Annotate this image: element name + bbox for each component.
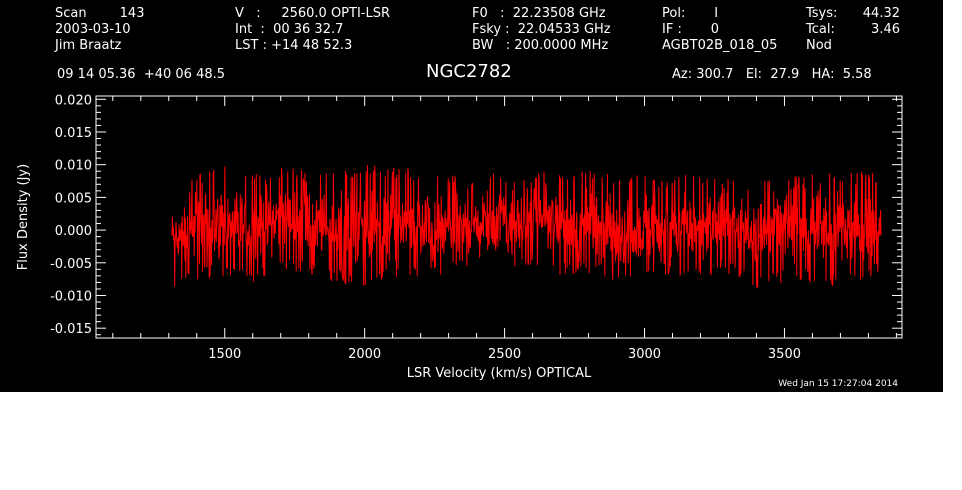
tcal-value: 3.46 <box>871 22 900 37</box>
tsys-label: Tsys: <box>806 6 838 21</box>
source-title: NGC2782 <box>426 61 512 82</box>
blank-area <box>0 392 962 490</box>
bandwidth: BW : 200.0000 MHz <box>472 38 609 53</box>
y-tick-label: -0.010 <box>50 289 92 304</box>
y-tick-label: 0.010 <box>55 159 92 174</box>
x-tick-label: 3500 <box>768 347 801 362</box>
tick-labels: 1500 2000 2500 3000 3500 -0.015 -0.010 -0.005 0.… <box>50 93 801 362</box>
observation-date: 2003-03-10 <box>55 22 131 37</box>
rest-frequency: F0 : 22.23508 GHz <box>472 6 606 21</box>
scan-number: Scan 143 <box>55 6 145 21</box>
x-tick-label: 2500 <box>488 347 521 362</box>
y-axis-label: Flux Density (Jy) <box>16 164 31 270</box>
x-tick-label: 2000 <box>348 347 381 362</box>
tsys-value: 44.32 <box>862 6 900 21</box>
x-tick-label: 1500 <box>208 347 241 362</box>
y-tick-label: -0.005 <box>50 257 92 272</box>
polarization: Pol: I <box>662 6 719 21</box>
y-tick-label: 0.015 <box>55 126 92 141</box>
axis-ticks <box>96 96 902 338</box>
spectrum-plot-panel: Scan 143 2003-03-10 Jim Braatz V : 2560.… <box>0 0 943 392</box>
tcal-label: Tcal: <box>806 22 835 37</box>
spectrum-chart: 1500 2000 2500 3000 3500 -0.015 -0.010 -0.005 0.… <box>16 93 903 381</box>
source-coordinates: 09 14 05.36 +40 06 48.5 <box>57 67 226 82</box>
velocity-info: V : 2560.0 OPTI-LSR <box>235 6 391 21</box>
y-tick-label: 0.005 <box>55 191 92 206</box>
spectrum-trace <box>171 164 882 289</box>
lst-info: LST : +14 48 52.3 <box>235 38 353 53</box>
y-tick-label: 0.020 <box>55 93 92 108</box>
plot-timestamp: Wed Jan 15 17:27:04 2014 <box>778 379 898 389</box>
az-el-ha-readout: Az: 300.7 El: 27.9 HA: 5.58 <box>672 67 872 82</box>
integration-time: Int : 00 36 32.7 <box>235 22 344 37</box>
if-number: IF : 0 <box>662 22 720 37</box>
y-tick-label: 0.000 <box>55 224 92 239</box>
x-axis-label: LSR Velocity (km/s) OPTICAL <box>407 366 592 381</box>
project-id: AGBT02B_018_05 <box>662 38 778 53</box>
sky-frequency: Fsky : 22.04533 GHz <box>472 22 611 37</box>
y-tick-label: -0.015 <box>50 322 92 337</box>
nod-label: Nod <box>806 38 832 53</box>
observer-name: Jim Braatz <box>55 38 122 53</box>
x-tick-label: 3000 <box>628 347 661 362</box>
